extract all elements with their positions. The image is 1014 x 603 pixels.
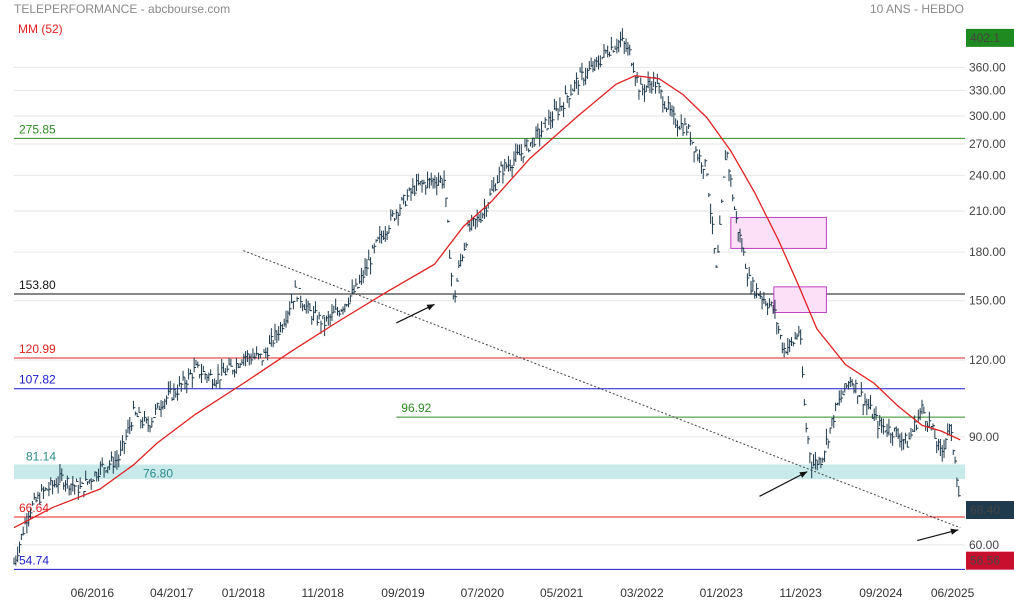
y-tick-label: 60.00 [969,538,999,552]
moving-average-line [13,74,961,529]
annotation-arrow [759,471,808,497]
arrow-head [426,304,435,311]
y-tick-label: 360.00 [969,60,1006,74]
y-tick-label: 210.00 [969,204,1006,218]
trendline [243,250,961,529]
y-tick-label: 270.00 [969,137,1006,151]
candle-series [13,28,961,566]
x-tick-label: 01/2018 [222,586,266,600]
y-tick-label: 300.00 [969,109,1006,123]
level-label: 66.64 [19,501,49,515]
arrow-head [950,528,959,535]
highlight-box [730,216,827,249]
level-label: 54.74 [19,553,49,567]
level-label: 120.99 [19,342,56,356]
level-label: 153.80 [19,278,56,292]
level-label: 275.85 [19,122,56,136]
highlight-box [773,286,827,314]
x-tick-label: 05/2021 [540,586,584,600]
x-tick-label: 11/2018 [301,586,344,600]
x-tick-label: 11/2023 [779,586,822,600]
ma-legend: MM (52) [18,22,63,36]
x-tick-label: 01/2023 [700,586,744,600]
support-zone [14,464,965,480]
x-tick-label: 07/2020 [461,586,505,600]
y-tick-label: 180.00 [969,245,1006,259]
x-tick-label: 06/2016 [71,586,115,600]
price-badge-label: 402.1 [970,31,1000,45]
y-tick-label: 90.00 [969,430,999,444]
chart-timeframe: 10 ANS - HEBDO [869,2,964,16]
x-tick-label: 09/2024 [859,586,903,600]
x-tick-label: 06/2025 [931,586,975,600]
y-tick-label: 120.00 [969,353,1006,367]
chart-title: TELEPERFORMANCE - abcbourse.com [14,2,231,16]
price-badge-label: 56.56 [970,554,1000,568]
price-badge-label: 68.40 [970,503,1000,517]
price-badge [966,28,1014,47]
y-tick-label: 330.00 [969,84,1006,98]
x-tick-label: 09/2019 [381,586,425,600]
arrow-head [799,471,808,478]
x-tick-label: 04/2017 [150,586,194,600]
price-badge [966,501,1014,520]
price-badge [966,551,1014,570]
support-zone-inner-label: 76.80 [143,466,173,480]
y-tick-label: 150.00 [969,294,1006,308]
y-tick-label: 240.00 [969,168,1006,182]
level-label: 96.92 [401,401,431,415]
x-tick-label: 03/2022 [620,586,664,600]
support-zone-label: 81.14 [26,449,56,463]
level-label: 107.82 [19,373,56,387]
